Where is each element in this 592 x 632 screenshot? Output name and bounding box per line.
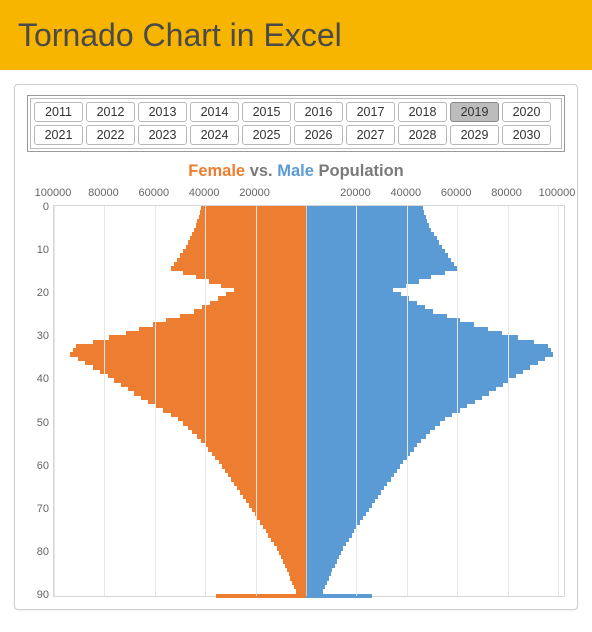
year-button-2022[interactable]: 2022: [86, 125, 135, 145]
y-tick-label: 60: [37, 460, 49, 472]
year-button-2012[interactable]: 2012: [86, 102, 135, 122]
chart-axes: 100000 80000 60000 40000 20000 20000 40000 6000…: [27, 187, 565, 597]
x-tick-label: 100000: [539, 187, 576, 199]
year-button-2025[interactable]: 2025: [242, 125, 291, 145]
x-tick-label: 80000: [491, 187, 522, 199]
page-title: Tornado Chart in Excel: [18, 17, 342, 54]
y-tick-label: 30: [37, 330, 49, 342]
title-male: Male: [277, 162, 314, 180]
x-tick-label: 60000: [441, 187, 472, 199]
y-tick-label: 40: [37, 373, 49, 385]
year-button-2029[interactable]: 2029: [450, 125, 499, 145]
year-button-2016[interactable]: 2016: [294, 102, 343, 122]
year-button-2014[interactable]: 2014: [190, 102, 239, 122]
y-tick-label: 90: [37, 589, 49, 601]
x-tick-label: 80000: [88, 187, 119, 199]
title-vs: vs.: [245, 162, 277, 180]
x-tick-label: 20000: [239, 187, 270, 199]
chart-card: 2011201220132014201520162017201820192020…: [14, 84, 578, 610]
x-tick-label: 40000: [391, 187, 422, 199]
x-tick-label: 20000: [340, 187, 371, 199]
y-tick-label: 50: [37, 417, 49, 429]
male-bar: [306, 594, 372, 598]
x-axis: 1000008000060000400002000020000400006000…: [53, 187, 557, 205]
year-button-2017[interactable]: 2017: [346, 102, 395, 122]
x-tick-label: 100000: [35, 187, 72, 199]
y-tick-label: 20: [37, 287, 49, 299]
year-button-2018[interactable]: 2018: [398, 102, 447, 122]
year-button-2019[interactable]: 2019: [450, 102, 499, 122]
title-pop: Population: [314, 162, 404, 180]
year-selector: 2011201220132014201520162017201820192020…: [27, 95, 565, 152]
x-tick-label: 40000: [189, 187, 220, 199]
y-tick-label: 10: [37, 244, 49, 256]
y-tick-label: 70: [37, 503, 49, 515]
y-axis: 0102030405060708090: [27, 205, 53, 597]
year-button-2013[interactable]: 2013: [138, 102, 187, 122]
year-button-2027[interactable]: 2027: [346, 125, 395, 145]
plot-area: [53, 205, 565, 597]
y-tick-label: 80: [37, 546, 49, 558]
year-button-2015[interactable]: 2015: [242, 102, 291, 122]
x-tick-label: 60000: [139, 187, 170, 199]
bar-row: [54, 594, 564, 598]
year-button-2021[interactable]: 2021: [34, 125, 83, 145]
year-button-2030[interactable]: 2030: [502, 125, 551, 145]
year-button-2028[interactable]: 2028: [398, 125, 447, 145]
bars-layer: [54, 206, 564, 596]
year-button-2011[interactable]: 2011: [34, 102, 83, 122]
year-button-2020[interactable]: 2020: [502, 102, 551, 122]
year-button-2026[interactable]: 2026: [294, 125, 343, 145]
page-header: Tornado Chart in Excel: [0, 0, 592, 70]
y-tick-label: 0: [43, 201, 49, 213]
year-button-2023[interactable]: 2023: [138, 125, 187, 145]
year-button-2024[interactable]: 2024: [190, 125, 239, 145]
female-bar: [216, 594, 312, 598]
title-female: Female: [188, 162, 245, 180]
chart-title: Female vs. Male Population: [27, 162, 565, 181]
